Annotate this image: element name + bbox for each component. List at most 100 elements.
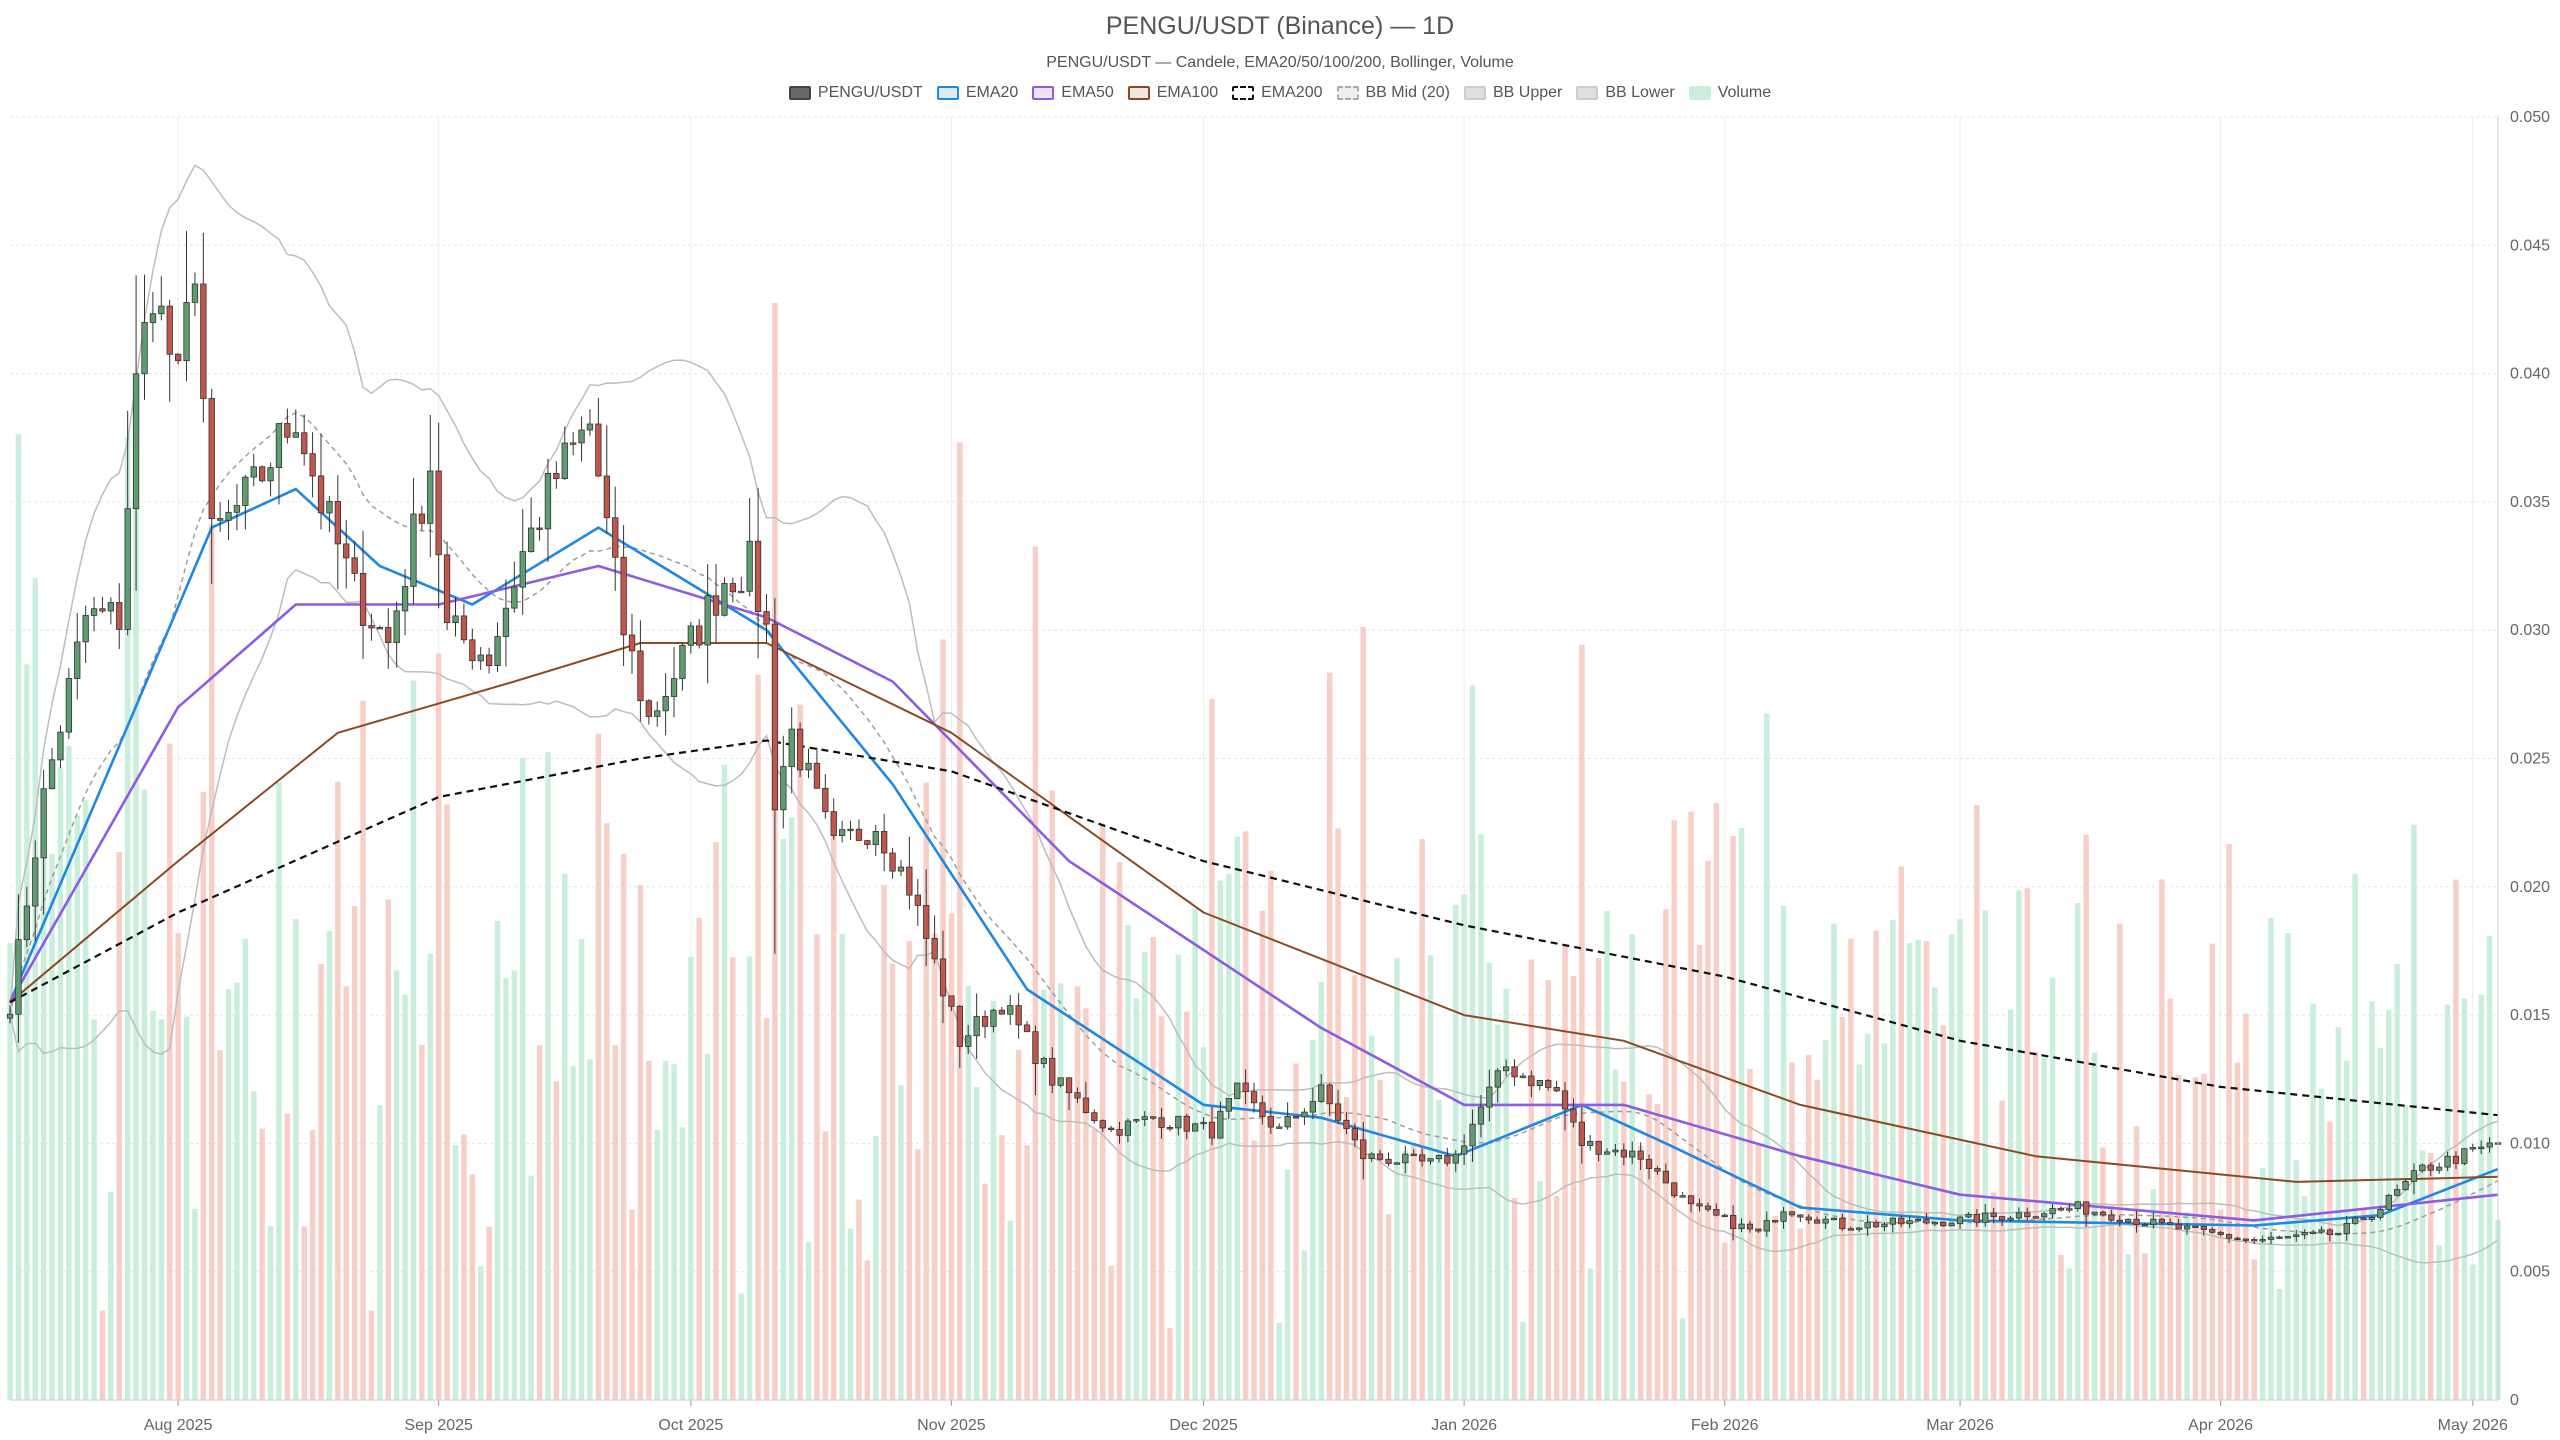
candle-body [1141,1116,1148,1120]
volume-bar [612,1045,618,1400]
volume-bar [1898,866,1904,1400]
candle-body [1990,1212,1997,1217]
legend-item-ema50[interactable]: EMA50 [1032,84,1114,102]
candle-body [376,627,384,630]
candle-body [2225,1234,2233,1239]
candle-body [628,634,636,652]
candle-body [1376,1153,1384,1160]
candle-body [679,644,686,679]
volume-bar [1284,1169,1291,1400]
candle-body [40,788,47,859]
volume-bar [1881,1043,1888,1400]
candle-body [2259,1239,2266,1242]
candle-body [1956,1216,1964,1225]
legend-item-volume[interactable]: Volume [1688,84,1771,102]
volume-bar [377,1105,383,1400]
candle-body [23,905,31,941]
volume-bar [1982,910,1988,1400]
volume-bar [1528,959,1535,1400]
candle-body [889,852,896,872]
volume-bar [629,1209,635,1400]
volume-bar [2175,1075,2182,1400]
candle-body [738,590,745,594]
volume-bar [2024,888,2031,1400]
volume-bar [520,758,526,1400]
candle-body [2444,1155,2451,1168]
volume-bar [1209,698,1215,1400]
candle-body [107,602,114,612]
candle-body [2469,1147,2477,1150]
candle-body [1444,1155,1451,1164]
volume-bar [393,970,400,1400]
volume-bar [1612,1069,1619,1400]
y-tick-label: 0.050 [2510,109,2550,126]
volume-bar [1057,983,1064,1400]
candle-body [2015,1212,2023,1219]
volume-bar [746,956,753,1400]
volume-bar [99,1310,106,1400]
volume-bar [1436,1099,1442,1400]
x-tick-label: Oct 2025 [658,1417,723,1434]
legend-item-bb-mid-20-[interactable]: BB Mid (20) [1336,84,1450,102]
candle-body [2057,1208,2065,1211]
candle-body [158,305,165,315]
candle-body [1788,1211,1796,1216]
candle-body [2158,1218,2166,1223]
volume-bar [1125,924,1131,1400]
volume-bar [528,1175,534,1400]
volume-bar [251,1091,257,1400]
candle-body [2461,1148,2468,1164]
candle-body [393,610,400,643]
candle-body [839,829,846,836]
legend-item-ema20[interactable]: EMA20 [936,84,1018,102]
legend-item-ema100[interactable]: EMA100 [1127,84,1218,102]
volume-bar [2402,1105,2409,1400]
volume-bar [1562,945,1568,1400]
volume-bar [335,781,341,1400]
candle-body [923,905,930,939]
legend-item-ema200[interactable]: EMA200 [1232,84,1323,102]
candle-body [729,583,736,593]
volume-bar [444,804,450,1400]
candle-body [1503,1066,1510,1072]
y-tick-label: 0.015 [2510,1007,2550,1024]
candle-body [1099,1120,1106,1129]
volume-bar [2310,1003,2316,1400]
candle-body [1721,1214,1728,1218]
volume-bar [1595,958,1602,1400]
legend-item-bb-lower[interactable]: BB Lower [1576,84,1675,102]
bb-mid-line [9,412,2499,1235]
candle-body [536,527,543,530]
volume-bar [1108,1266,1114,1400]
candle-body [620,556,627,636]
candle-body [1528,1075,1535,1087]
volume-bar [1495,1024,1501,1400]
candle-body [1292,1116,1300,1119]
volume-bar [1873,930,1879,1400]
volume-bar [1915,939,1921,1400]
volume-bar [536,1045,543,1400]
volume-bar [704,1054,711,1400]
volume-bar [2117,923,2123,1400]
candle-body [494,636,501,667]
candle-body [822,787,829,813]
volume-bar [1780,906,1787,1400]
volume-bar [91,1019,97,1400]
candle-body [1040,1058,1047,1064]
volume-bar [1318,981,1324,1400]
candle-body [2074,1201,2081,1210]
volume-bar [789,817,795,1400]
volume-bar [1713,803,1720,1400]
volume-bar [7,943,13,1400]
candle-body [2066,1208,2073,1211]
candle-body [2150,1218,2157,1226]
x-tick-label: Dec 2025 [1169,1417,1238,1434]
candle-body [1603,1151,1611,1155]
candle-body [2209,1229,2216,1233]
legend-item-bb-upper[interactable]: BB Upper [1463,84,1562,102]
volume-bar [662,1060,669,1400]
legend-item-pengu-usdt[interactable]: PENGU/USDT [788,84,923,102]
candle-body [1208,1121,1216,1139]
chart-title: PENGU/USDT (Binance) — 1D [1105,12,1455,40]
volume-bar [1377,1079,1383,1400]
